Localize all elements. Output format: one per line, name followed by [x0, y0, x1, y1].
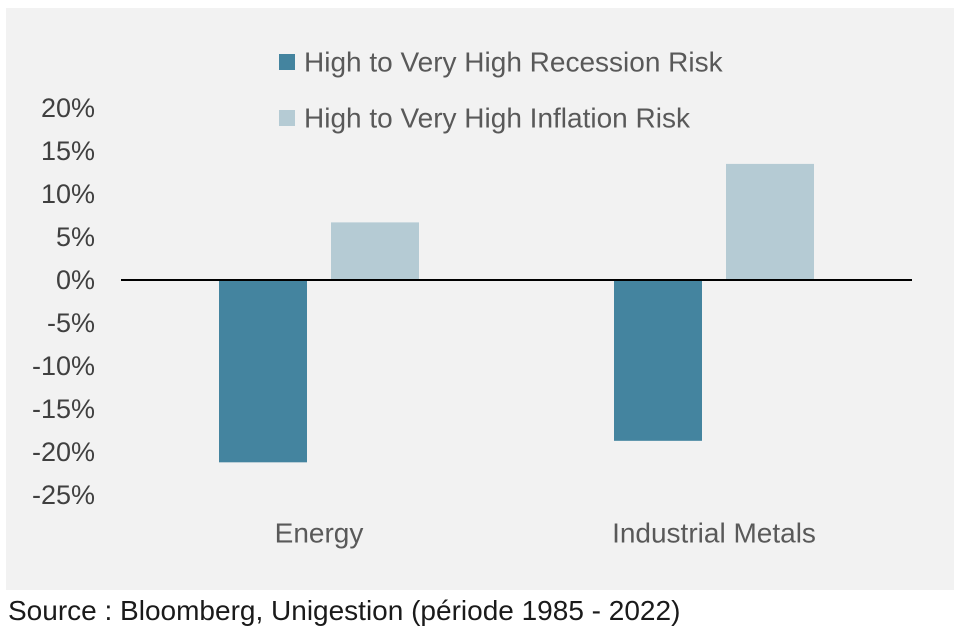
chart-area — [6, 8, 954, 590]
y-tick-label: 0% — [56, 265, 95, 295]
legend-swatch — [279, 54, 295, 70]
y-tick-label: 15% — [41, 136, 95, 166]
y-tick-label: -25% — [32, 480, 95, 510]
bar-series-1-1 — [219, 280, 307, 463]
bar-series-1-2 — [614, 280, 702, 441]
bar-chart: High to Very High Recession Risk High to … — [32, 47, 912, 549]
y-tick-label: -10% — [32, 351, 95, 381]
y-tick-label: -5% — [47, 308, 95, 338]
y-tick-label: 10% — [41, 179, 95, 209]
y-tick-label: -15% — [32, 394, 95, 424]
category-label: Energy — [275, 518, 364, 549]
category-label: Industrial Metals — [612, 518, 816, 549]
bar-series-2-1 — [331, 222, 419, 280]
category-labels: Energy Industrial Metals — [275, 518, 816, 549]
source-note: Source : Bloomberg, Unigestion (période … — [8, 595, 681, 626]
y-axis-tick-labels: 20% 15% 10% 5% 0% -5% -10% -15% -20% -25% — [32, 93, 95, 510]
bars — [219, 163, 814, 463]
y-tick-label: 5% — [56, 222, 95, 252]
legend-label: High to Very High Recession Risk — [304, 47, 724, 78]
y-tick-label: 20% — [41, 93, 95, 123]
legend: High to Very High Recession Risk High to … — [279, 47, 724, 134]
y-tick-label: -20% — [32, 437, 95, 467]
bar-series-2-2 — [726, 163, 814, 280]
legend-label: High to Very High Inflation Risk — [304, 103, 691, 134]
legend-swatch — [279, 110, 295, 126]
